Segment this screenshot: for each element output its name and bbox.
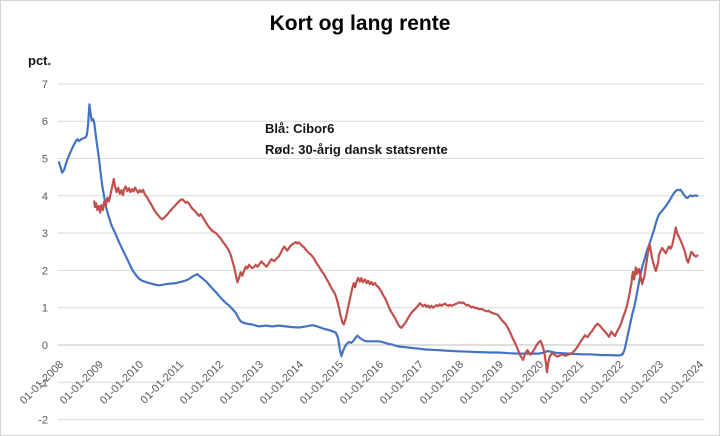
series-legend-annotation: Blå: Cibor6 Rød: 30-årig dansk statsrent… (265, 118, 448, 160)
y-tick-label: 0 (42, 340, 48, 352)
legend-line-cibor6: Blå: Cibor6 (265, 121, 335, 136)
y-tick-label: 1 (42, 303, 48, 315)
cibor6-line (57, 103, 699, 358)
statsrente-line (93, 177, 699, 374)
legend-line-statsrente: Rød: 30-årig dansk statsrente (265, 142, 448, 157)
chart-title: Kort og lang rente (269, 12, 451, 35)
y-tick-label: -2 (38, 415, 48, 427)
y-axis-unit-label: pct. (28, 53, 52, 68)
y-tick-label: 7 (42, 79, 48, 91)
y-tick-label: 3 (42, 228, 48, 240)
y-tick-label: -1 (38, 377, 48, 389)
y-tick-label: 5 (42, 154, 48, 166)
y-tick-label: 2 (42, 265, 48, 277)
y-tick-label: 6 (42, 116, 48, 128)
y-tick-label: 4 (42, 191, 48, 203)
